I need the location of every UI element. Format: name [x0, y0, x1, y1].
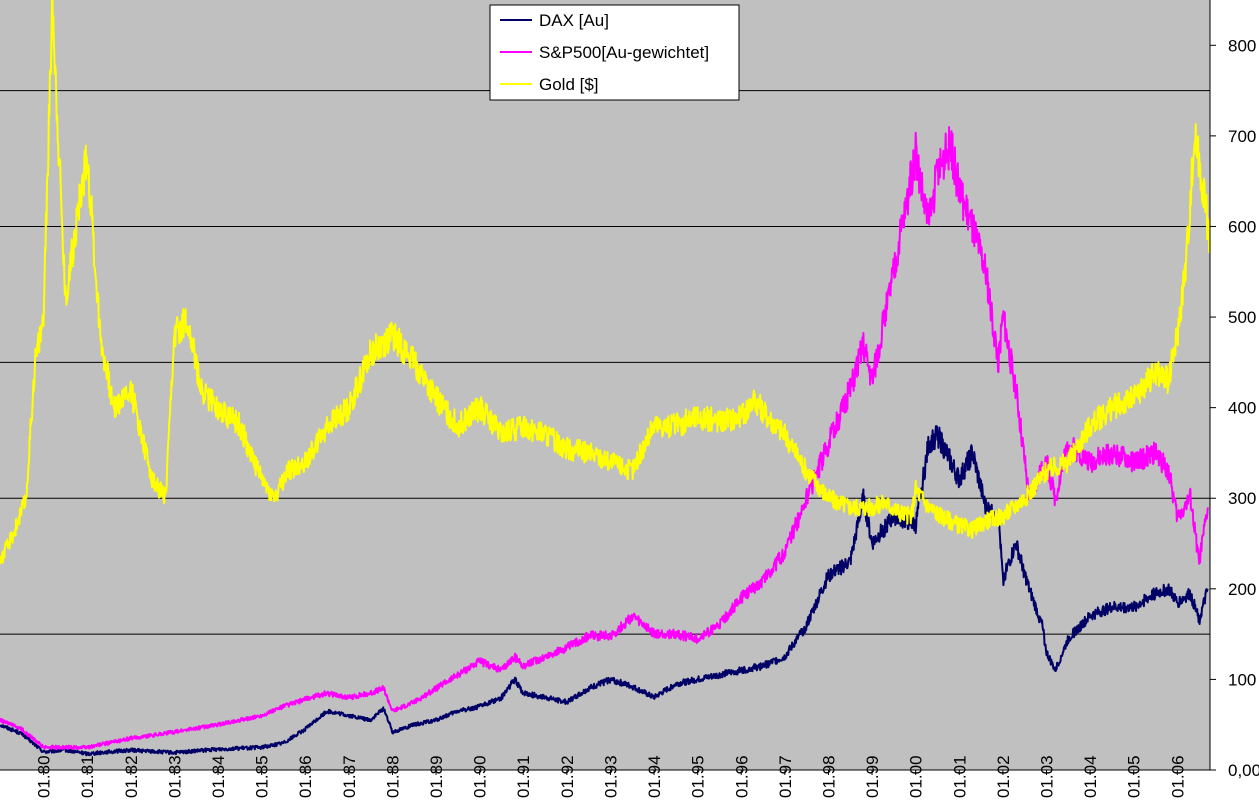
x-axis: 01.80 01.81 01.82 01.83 01.84 01.85 01.86 01.87… — [35, 755, 1188, 798]
x-tick-label: 01.80 — [35, 755, 54, 798]
x-tick-label: 01.01 — [950, 755, 969, 798]
x-tick-label: 01.06 — [1168, 755, 1187, 798]
y-tick-label: 600 — [1228, 217, 1256, 236]
x-tick-label: 01.85 — [253, 755, 272, 798]
x-tick-label: 01.96 — [732, 755, 751, 798]
y-tick-label: 200 — [1228, 580, 1256, 599]
x-tick-label: 01.03 — [1037, 755, 1056, 798]
series-line — [0, 126, 1209, 751]
x-tick-label: 01.99 — [863, 755, 882, 798]
y-axis: 0,00 100 200 300 400 500 600 700 800 — [1210, 36, 1259, 780]
x-tick-label: 01.81 — [78, 755, 97, 798]
y-tick-label: 100 — [1228, 670, 1256, 689]
x-tick-label: 01.02 — [994, 755, 1013, 798]
legend: DAX [Au] S&P500[Au-gewichtet] Gold [$] — [489, 4, 740, 101]
x-tick-label: 01.94 — [645, 755, 664, 798]
series-line — [0, 425, 1209, 757]
y-tick-label: 700 — [1228, 127, 1256, 146]
x-tick-label: 01.82 — [122, 755, 141, 798]
x-tick-label: 01.86 — [296, 755, 315, 798]
x-tick-label: 01.87 — [340, 755, 359, 798]
legend-label: S&P500[Au-gewichtet] — [539, 43, 709, 62]
series-layer — [0, 0, 1211, 757]
y-tick-label: 500 — [1228, 308, 1256, 327]
y-tick-label: 800 — [1228, 36, 1256, 55]
x-tick-label: 01.98 — [819, 755, 838, 798]
x-tick-label: 01.93 — [601, 755, 620, 798]
y-tick-label: 0,00 — [1228, 761, 1259, 780]
x-tick-label: 01.84 — [209, 755, 228, 798]
x-tick-label: 01.83 — [165, 755, 184, 798]
x-tick-label: 01.90 — [471, 755, 490, 798]
x-tick-label: 01.04 — [1081, 755, 1100, 798]
series-line — [0, 0, 1211, 565]
x-tick-label: 01.05 — [1125, 755, 1144, 798]
x-tick-label: 01.00 — [907, 755, 926, 798]
legend-label: Gold [$] — [539, 75, 599, 94]
plot-area — [0, 0, 1210, 770]
y-tick-label: 300 — [1228, 489, 1256, 508]
x-tick-label: 01.91 — [514, 755, 533, 798]
x-tick-label: 01.95 — [689, 755, 708, 798]
y-tick-label: 400 — [1228, 399, 1256, 418]
x-tick-label: 01.88 — [383, 755, 402, 798]
x-tick-label: 01.97 — [776, 755, 795, 798]
x-tick-label: 01.92 — [558, 755, 577, 798]
x-tick-label: 01.89 — [427, 755, 446, 798]
legend-label: DAX [Au] — [539, 11, 609, 30]
